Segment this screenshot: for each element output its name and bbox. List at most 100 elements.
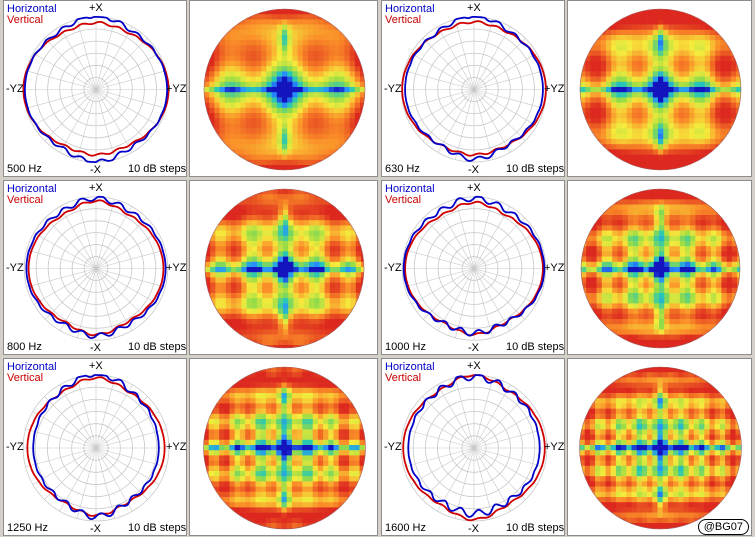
grid-spoke	[76, 19, 97, 90]
grid-spoke	[95, 411, 160, 449]
grid-spoke	[455, 268, 475, 338]
grid-spoke	[95, 268, 159, 305]
grid-spoke	[422, 396, 475, 449]
grid-spoke	[95, 52, 159, 90]
grid-spoke	[95, 217, 147, 269]
grid-spoke	[95, 232, 159, 269]
grid-spoke	[95, 396, 148, 449]
grid-spoke	[59, 26, 97, 90]
grid-spoke	[422, 37, 475, 90]
axis-label-top: +X	[89, 360, 103, 372]
grid-spoke	[25, 89, 97, 109]
grid-spoke	[423, 217, 475, 269]
grid-spoke	[403, 70, 475, 90]
grid-spoke	[473, 206, 511, 269]
grid-spoke	[473, 428, 545, 449]
grid-spoke	[437, 89, 475, 153]
legend-horizontal: Horizontal	[7, 3, 57, 15]
grid-spoke	[95, 447, 148, 500]
balloon-map	[579, 366, 742, 530]
vertical-response-line	[402, 374, 546, 522]
legend-vertical: Vertical	[385, 372, 422, 384]
polar-chart: Horizontal Vertical +X -X -YZ +YZ 1250 Hz 10 dB…	[3, 358, 187, 536]
axis-label-bottom: -X	[90, 342, 101, 354]
grid-spoke	[26, 249, 97, 269]
credit-badge: @BG07	[697, 519, 749, 535]
grid-spoke	[33, 232, 97, 269]
axis-label-right: +YZ	[544, 441, 565, 453]
grid-spoke	[473, 89, 494, 160]
vertical-response-line	[401, 20, 547, 157]
axis-label-right: +YZ	[166, 82, 187, 95]
grid-spoke	[473, 268, 511, 331]
grid-spoke	[473, 268, 525, 320]
axis-label-top: +X	[467, 360, 481, 372]
balloon-outline	[579, 8, 742, 171]
grid-spoke	[422, 89, 475, 142]
frequency-label: 1600 Hz	[385, 522, 426, 534]
legend-horizontal: Horizontal	[385, 3, 435, 15]
scale-label: 10 dB steps	[506, 163, 565, 175]
grid-spoke	[95, 89, 167, 109]
horizontal-response-line	[24, 16, 168, 163]
grid-spoke	[26, 268, 97, 288]
grid-spoke	[411, 268, 475, 305]
grid-spoke	[95, 70, 167, 90]
grid-spoke	[95, 89, 148, 142]
grid-spoke	[437, 206, 475, 269]
balloon-plot	[567, 358, 752, 536]
balloon-map	[203, 8, 366, 171]
grid-spoke	[95, 89, 133, 153]
balloon-cells	[205, 189, 364, 348]
grid-spoke	[410, 411, 475, 449]
axis-label-left: -YZ	[384, 82, 402, 95]
grid-spoke	[404, 268, 475, 288]
horizontal-response-line	[25, 195, 167, 340]
grid-spoke	[77, 199, 97, 269]
legend-vertical: Vertical	[7, 14, 44, 26]
grid-spoke	[454, 19, 475, 90]
polar-chart: Horizontal Vertical +X -X -YZ +YZ 500 Hz 10 dB …	[3, 0, 187, 177]
grid-spoke	[473, 89, 537, 127]
grid-spoke	[473, 199, 493, 269]
frequency-label: 800 Hz	[7, 341, 42, 353]
grid-spoke	[95, 268, 133, 331]
grid-spoke	[45, 217, 97, 269]
grid-spoke	[59, 268, 97, 331]
grid-spoke	[403, 428, 475, 449]
vertical-response-line	[404, 200, 544, 337]
balloon-plot	[189, 0, 378, 177]
grid-spoke	[95, 26, 133, 90]
polar-chart: Horizontal Vertical +X -X -YZ +YZ 1000 Hz 10 dB…	[381, 180, 565, 355]
axis-label-right: +YZ	[544, 82, 565, 95]
grid-spoke	[473, 396, 526, 449]
grid-spoke	[473, 268, 493, 338]
grid-spoke	[59, 89, 97, 153]
grid-spoke	[44, 89, 97, 142]
grid-spoke	[25, 70, 97, 90]
grid-spoke	[95, 447, 133, 512]
grid-spoke	[473, 384, 511, 449]
axis-label-right: +YZ	[166, 441, 187, 453]
grid-spoke	[95, 89, 159, 127]
grid-spoke	[473, 19, 494, 90]
horizontal-response-line	[402, 195, 546, 337]
balloon-outline	[580, 188, 741, 349]
grid-spoke	[59, 206, 97, 269]
legend-horizontal: Horizontal	[7, 183, 57, 195]
grid-spoke	[25, 428, 97, 449]
balloon-outline	[204, 188, 365, 349]
grid-spoke	[473, 26, 511, 90]
legend-vertical: Vertical	[7, 372, 44, 384]
grid-spoke	[473, 217, 525, 269]
grid-spoke	[473, 268, 544, 288]
grid-spoke	[95, 377, 116, 449]
grid-spoke	[95, 447, 167, 468]
grid-spoke	[33, 89, 97, 127]
grid-spoke	[44, 37, 97, 90]
axis-label-bottom: -X	[468, 342, 479, 354]
grid-spoke	[95, 428, 167, 449]
grid-spoke	[454, 89, 475, 160]
balloon-plot	[189, 358, 378, 536]
balloon-outline	[579, 366, 742, 530]
